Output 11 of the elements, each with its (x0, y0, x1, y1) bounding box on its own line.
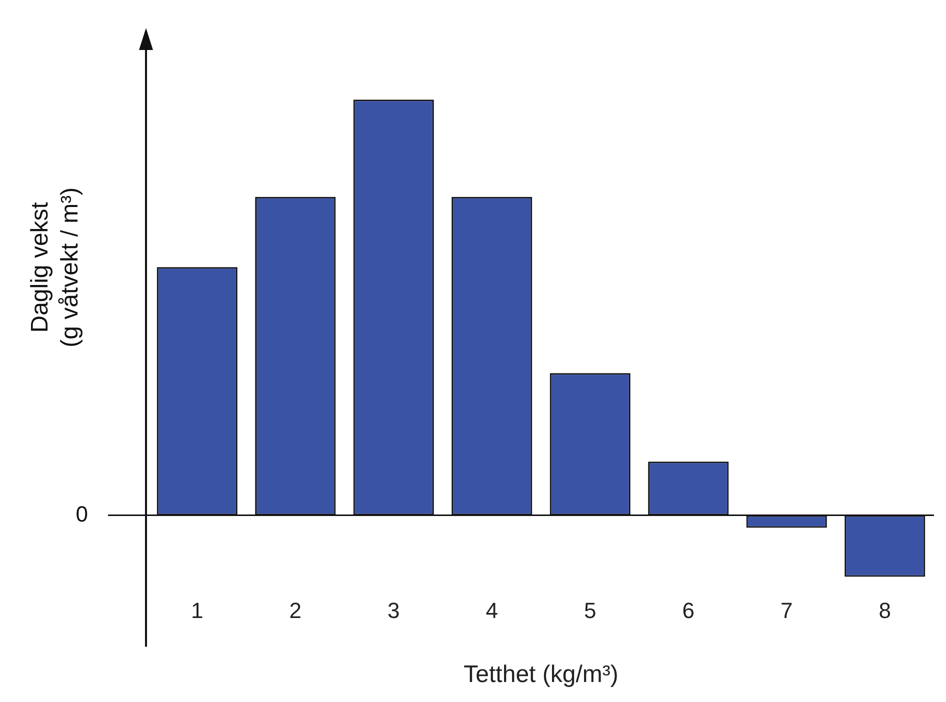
x-axis-title: Tetthet (kg/m³) (464, 661, 618, 688)
ref-line-label: 0 (76, 501, 88, 526)
x-tick-label: 2 (289, 598, 302, 624)
x-tick-label: 5 (584, 598, 596, 624)
x-tick-label: 6 (682, 598, 694, 624)
x-tick-label: 3 (388, 598, 400, 624)
y-axis-title: Daglig vekst (g våtvekt / m³) (26, 187, 84, 348)
x-tick-label: 7 (780, 598, 793, 624)
x-tick-label: 4 (486, 598, 498, 624)
x-tick-label: 8 (878, 598, 891, 624)
x-tick-label: 1 (191, 598, 204, 624)
